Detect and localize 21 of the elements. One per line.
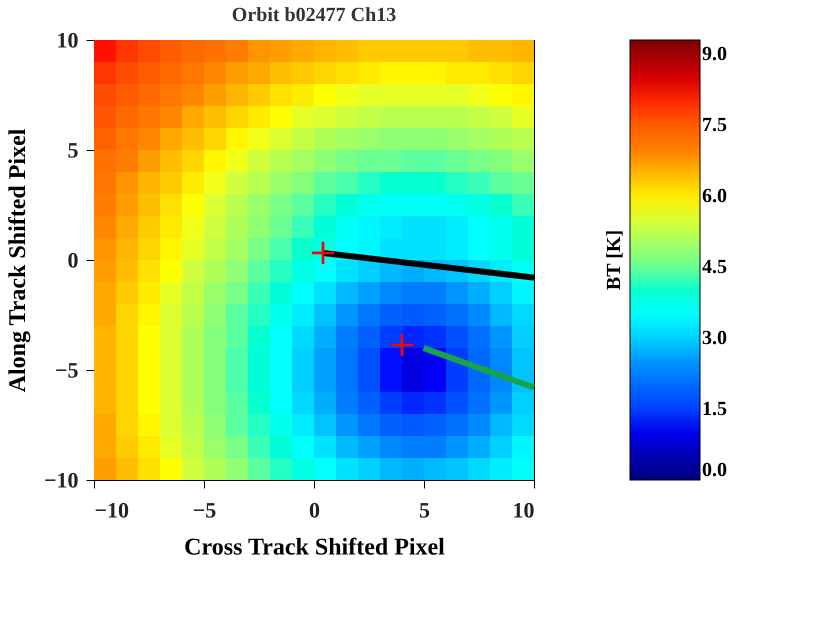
x-tick-label: −10: [94, 498, 130, 522]
color-bar-label: 1.5: [702, 398, 727, 420]
x-tick-label: −5: [192, 498, 216, 522]
y-tick-label: 10: [56, 28, 78, 52]
y-tick-label: −5: [54, 358, 78, 382]
color-bar-label: 0.0: [702, 459, 727, 481]
color-bar-label: 6.0: [702, 185, 727, 208]
chart-title: Orbit b02477 Ch13: [232, 4, 396, 26]
color-bar-label: 7.5: [702, 114, 727, 136]
y-tick-label: −10: [44, 468, 78, 492]
x-axis-title: Cross Track Shifted Pixel: [184, 534, 446, 560]
color-bar-title: BT [K]: [603, 230, 625, 290]
color-bar-label: 4.5: [702, 256, 727, 278]
y-axis-title: Along Track Shifted Pixel: [4, 128, 31, 392]
x-tick-label: 10: [512, 498, 534, 522]
y-tick-label: 0: [68, 248, 78, 272]
color-bar-label: 3.0: [702, 327, 727, 350]
y-tick-label: 5: [68, 138, 78, 162]
x-tick-label: 0: [309, 498, 320, 522]
x-tick-label: 5: [419, 498, 430, 522]
color-bar-label: 9.0: [702, 43, 727, 66]
